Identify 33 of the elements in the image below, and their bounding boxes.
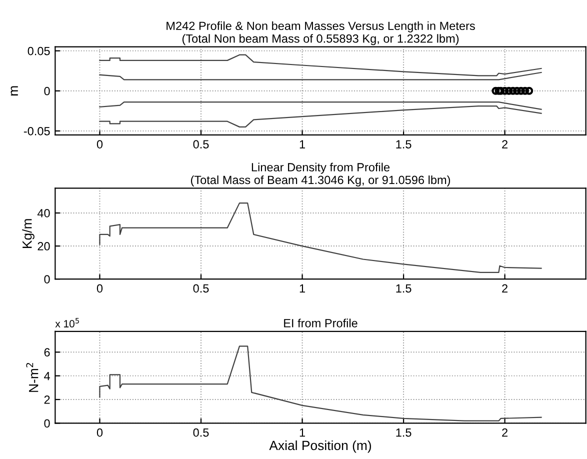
x-tick-label: 1: [300, 284, 305, 292]
x-axis-title: Axial Position (m): [269, 440, 372, 453]
y-tick-label: -0.05: [24, 126, 50, 136]
x-tick-label: 0.5: [193, 140, 209, 148]
x-tick-label: 1: [300, 428, 305, 437]
chart-title: Linear Density from Profile (Total Mass of Beam 41.3046 Kg, or 91.0596 lbm): [190, 162, 450, 186]
x-tick-label: 2: [502, 284, 508, 292]
y-axis-title: N-m$^{2}$: [26, 363, 38, 392]
y-tick-label: 4: [44, 372, 50, 380]
y-axis-title: m: [10, 86, 18, 96]
x-tick-label: 0: [96, 140, 103, 148]
x-tick-label: 1: [300, 140, 305, 148]
x-tick-label: 0.5: [193, 284, 209, 293]
x-tick-label: 1.5: [396, 284, 412, 293]
y-tick-label: 0.05: [28, 46, 50, 56]
y-tick-label: 0: [44, 275, 50, 284]
x-tick-label: 2: [502, 140, 508, 148]
y-tick-label: 40: [37, 209, 50, 218]
y-tick-label: 0: [44, 419, 50, 428]
y-tick-label: 2: [44, 396, 50, 404]
chart-title: M242 Profile & Non beam Masses Versus Length in Meters (Total Non beam Mass of 0.55893 Kg, or 1.2322 lbm): [166, 21, 475, 46]
x-tick-label: 1.5: [396, 140, 412, 148]
y-tick-label: 20: [38, 242, 50, 250]
text: x 10$^{5}$: [55, 318, 79, 328]
x-tick-label: 0: [96, 284, 103, 293]
chart-title: EI from Profile: [284, 318, 358, 328]
x-tick-label: 0.5: [193, 428, 209, 437]
y-tick-label: 0: [44, 86, 50, 96]
x-tick-label: 0: [96, 428, 103, 437]
y-axis-title: Kg/m: [22, 219, 34, 248]
y-tick-label: 6: [44, 348, 50, 357]
x-tick-label: 1.5: [396, 428, 412, 437]
x-tick-label: 2: [502, 428, 508, 437]
